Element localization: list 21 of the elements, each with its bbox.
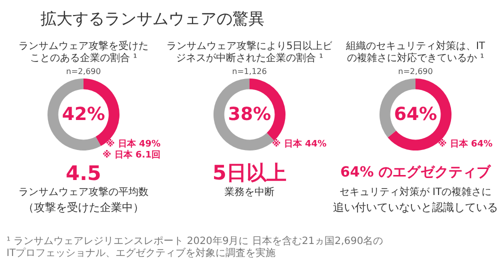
text: ¹ ランサムウェアレジリエンスレポート 2020年9月に 日本を含む21ヵ国2,690名の ITプロフェッショナル、エグゼクティブを対象に調査を実施 xyxy=(6,235,384,259)
text: ※ 日本 64% xyxy=(438,138,493,150)
text: 業務を中断 xyxy=(224,186,274,198)
chart-subtitle: n=2,690 xyxy=(66,67,101,76)
text: （攻撃を受けた企業中） xyxy=(23,201,144,214)
text: ランサムウェア攻撃の平均数 xyxy=(18,186,148,198)
text: ※ 日本 44% xyxy=(272,138,327,150)
text: 追い付いていないと認識している xyxy=(333,201,498,214)
data-label: 38% xyxy=(228,104,272,125)
chart-subtitle: n=2,690 xyxy=(398,67,433,76)
text: 5日以上 xyxy=(212,160,286,184)
chart-title: ランサムウェア攻撃を受けたことのある企業の割合 ¹ xyxy=(18,40,148,64)
data-label: 42% xyxy=(62,104,106,125)
text: 拡大するランサムウェアの驚異 xyxy=(40,9,264,28)
text: 64% のエグゼクティブ xyxy=(340,164,492,180)
text: セキュリティ対策が ITの複雑さに xyxy=(339,186,492,198)
data-label: 64% xyxy=(394,104,438,125)
text: ※ 日本 49% ※ 日本 6.1回 xyxy=(102,138,161,160)
text: 4.5 xyxy=(66,161,102,185)
chart-title: 組織のセキュリティ対策は、ITの複雑さに対応できているか ¹ xyxy=(344,40,486,64)
chart-subtitle: n=1,126 xyxy=(232,67,267,76)
